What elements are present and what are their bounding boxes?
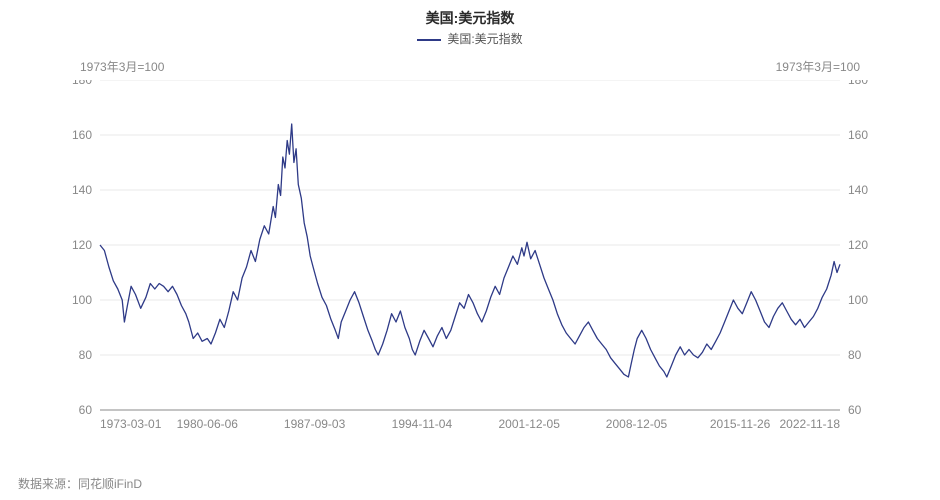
chart-title: 美国:美元指数 bbox=[0, 8, 940, 28]
xtick-label: 2015-11-26 bbox=[710, 417, 771, 431]
chart-plot-area: 60 60 80 80 100 100 120 120 140 140 160 160 180 180 19… bbox=[60, 80, 880, 440]
xtick-label: 1994-11-04 bbox=[392, 417, 453, 431]
chart-legend: 美国:美元指数 bbox=[0, 30, 940, 47]
ytick-label: 100 bbox=[72, 293, 92, 307]
legend-label: 美国:美元指数 bbox=[447, 32, 522, 46]
xtick-label: 2008-12-05 bbox=[606, 417, 668, 431]
ytick-label: 180 bbox=[72, 80, 92, 87]
xtick-label: 2001-12-05 bbox=[499, 417, 561, 431]
xtick-label: 1987-09-03 bbox=[284, 417, 346, 431]
ytick-label: 80 bbox=[79, 348, 93, 362]
ytick-label: 60 bbox=[79, 403, 93, 417]
axis-note-left: 1973年3月=100 bbox=[80, 58, 164, 75]
legend-line-icon bbox=[417, 39, 441, 41]
ytick-label-right: 180 bbox=[848, 80, 868, 87]
ytick-label: 120 bbox=[72, 238, 92, 252]
xtick-label: 1973-03-01 bbox=[100, 417, 162, 431]
ytick-label: 140 bbox=[72, 183, 92, 197]
ytick-label: 160 bbox=[72, 128, 92, 142]
ytick-label-right: 80 bbox=[848, 348, 862, 362]
dollar-index-line bbox=[100, 124, 840, 377]
ytick-label-right: 140 bbox=[848, 183, 868, 197]
xtick-label: 2022-11-18 bbox=[780, 417, 841, 431]
data-source-footer: 数据来源：同花顺iFinD bbox=[18, 475, 142, 492]
chart-container: 美国:美元指数 美国:美元指数 1973年3月=100 1973年3月=100 … bbox=[0, 0, 940, 500]
ytick-label-right: 100 bbox=[848, 293, 868, 307]
ytick-label-right: 120 bbox=[848, 238, 868, 252]
chart-svg: 60 60 80 80 100 100 120 120 140 140 160 160 180 180 19… bbox=[60, 80, 880, 440]
ytick-label-right: 160 bbox=[848, 128, 868, 142]
ytick-label-right: 60 bbox=[848, 403, 862, 417]
xtick-label: 1980-06-06 bbox=[177, 417, 239, 431]
axis-note-right: 1973年3月=100 bbox=[776, 58, 860, 75]
